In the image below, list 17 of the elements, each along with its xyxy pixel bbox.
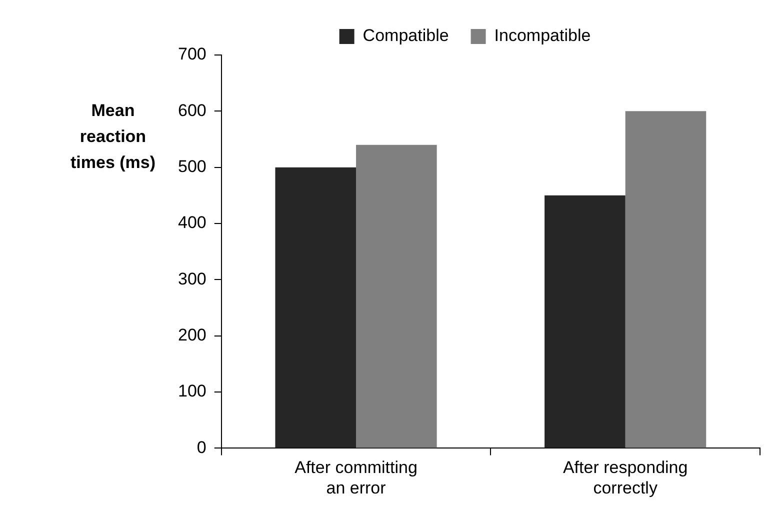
y-tick-label: 700: [178, 44, 206, 64]
y-tick-label: 300: [178, 269, 206, 288]
y-tick-label: 0: [196, 438, 206, 457]
bar: [544, 195, 626, 448]
bar: [356, 144, 437, 448]
y-tick-label: 100: [178, 382, 206, 401]
x-tick-label: After responding correctly: [562, 458, 688, 498]
y-tick-label: 200: [178, 326, 206, 345]
y-tick-label: 600: [178, 100, 206, 120]
y-tick-label: 500: [178, 157, 206, 176]
y-tick-label: 400: [178, 213, 206, 232]
bar: [275, 167, 356, 448]
y-axis-title: Mean reaction times (ms): [69, 100, 157, 174]
legend-label: Incompatible: [494, 26, 591, 46]
x-tick-label: After committing an error: [294, 458, 418, 498]
bar: [625, 111, 706, 448]
legend-label: Compatible: [362, 26, 449, 46]
